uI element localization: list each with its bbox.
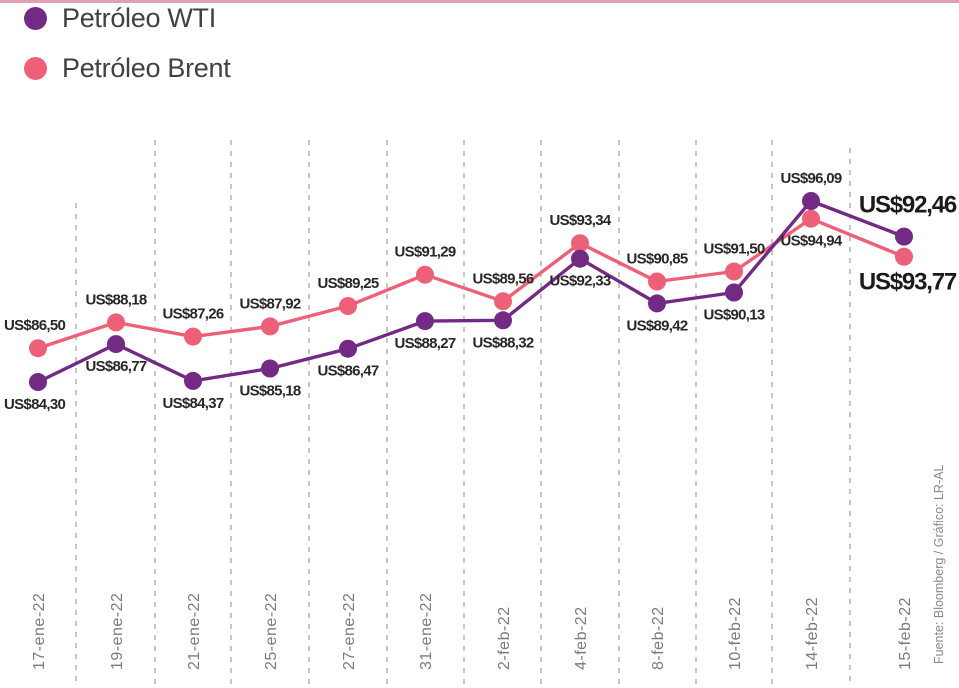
series-brent (29, 209, 913, 358)
data-point-label: US$89,56 (472, 270, 533, 287)
data-point-dot (571, 234, 589, 253)
data-point-label: US$84,30 (4, 396, 65, 413)
data-point-label: US$86,50 (4, 317, 65, 334)
data-point-label: US$93,77 (859, 269, 957, 296)
x-axis-label: 21-ene-22 (186, 593, 203, 670)
data-point-label: US$96,09 (780, 170, 841, 187)
legend-label-wti: Petróleo WTI (62, 2, 216, 33)
x-axis-label: 4-feb-22 (573, 606, 590, 670)
data-point-label: US$93,34 (549, 212, 611, 229)
x-axis-label: 17-ene-22 (31, 593, 48, 670)
data-point-labels: US$86,50 US$88,18 US$87,26 US$87,92 US$89,25… (4, 170, 958, 413)
data-point-label: US$86,47 (317, 363, 378, 380)
data-point-label: US$91,29 (394, 244, 455, 261)
x-axis-label: 27-ene-22 (341, 593, 358, 670)
data-point-dot (107, 313, 125, 332)
data-point-dot (895, 227, 913, 246)
series-line (37, 216, 905, 350)
data-point-label: US$90,85 (626, 251, 687, 268)
legend-label-brent: Petróleo Brent (62, 52, 231, 83)
data-point-label: US$84,37 (162, 395, 223, 412)
legend-item-wti: Petróleo WTI (24, 0, 230, 38)
wti-series-color-dot-icon (24, 6, 47, 30)
data-point-label: US$88,32 (472, 334, 533, 351)
data-point-dot (895, 247, 913, 266)
data-point-label: US$92,46 (859, 192, 957, 219)
data-point-label: US$85,18 (239, 383, 300, 400)
top-accent-bar (0, 0, 959, 3)
data-point-dot (261, 317, 279, 336)
vertical-gridlines (75, 140, 851, 686)
data-point-label: US$88,18 (85, 291, 146, 308)
data-point-label: US$87,92 (239, 295, 300, 312)
x-axis-label: 19-ene-22 (109, 593, 126, 670)
data-point-dot (725, 283, 743, 302)
data-point-dot (184, 371, 202, 390)
data-point-label: US$89,42 (626, 317, 687, 334)
data-point-dot (802, 192, 820, 210)
data-point-dot (107, 335, 125, 354)
data-point-dot (494, 292, 512, 311)
data-point-dot (339, 339, 357, 358)
data-point-label: US$90,13 (703, 307, 764, 324)
data-point-dot (416, 312, 434, 331)
x-axis-labels: 17-ene-22 19-ene-22 21-ene-22 25-ene-22 27-e… (31, 593, 914, 670)
legend-item-brent: Petróleo Brent (24, 48, 231, 88)
data-point-label: US$89,25 (317, 275, 378, 292)
data-point-dot (339, 297, 357, 315)
data-point-label: US$87,26 (162, 306, 223, 323)
data-point-dot (29, 339, 47, 358)
x-axis-label: 10-feb-22 (727, 597, 744, 670)
x-axis-label: 31-ene-22 (418, 593, 435, 670)
data-point-dot (648, 272, 666, 291)
data-point-dot (261, 359, 279, 378)
chart-legend: Petróleo WTI Petróleo Brent (24, 0, 231, 98)
data-point-dot (29, 373, 47, 391)
data-point-dot (494, 311, 512, 330)
data-point-label: US$88,27 (394, 335, 455, 352)
series-line (37, 199, 905, 384)
data-point-dot (802, 209, 820, 228)
data-point-label: US$86,77 (85, 358, 146, 375)
source-credit: Fuente: Bloomberg / Gráfico: LR-AL (932, 465, 946, 664)
data-point-dot (648, 294, 666, 313)
data-point-dot (416, 265, 434, 284)
data-point-dot (184, 327, 202, 346)
x-axis-label: 14-feb-22 (804, 597, 821, 670)
data-point-dot (571, 249, 589, 268)
brent-series-color-dot-icon (24, 56, 47, 80)
data-point-label: US$91,50 (703, 241, 764, 258)
data-point-dot (725, 262, 743, 281)
series-wti (29, 192, 913, 391)
x-axis-label: 2-feb-22 (496, 606, 513, 670)
x-axis-label: 8-feb-22 (650, 606, 667, 670)
x-axis-label: 15-feb-22 (897, 597, 914, 670)
data-point-label: US$92,33 (549, 273, 610, 290)
x-axis-label: 25-ene-22 (263, 593, 280, 670)
data-point-label: US$94,94 (780, 233, 842, 250)
